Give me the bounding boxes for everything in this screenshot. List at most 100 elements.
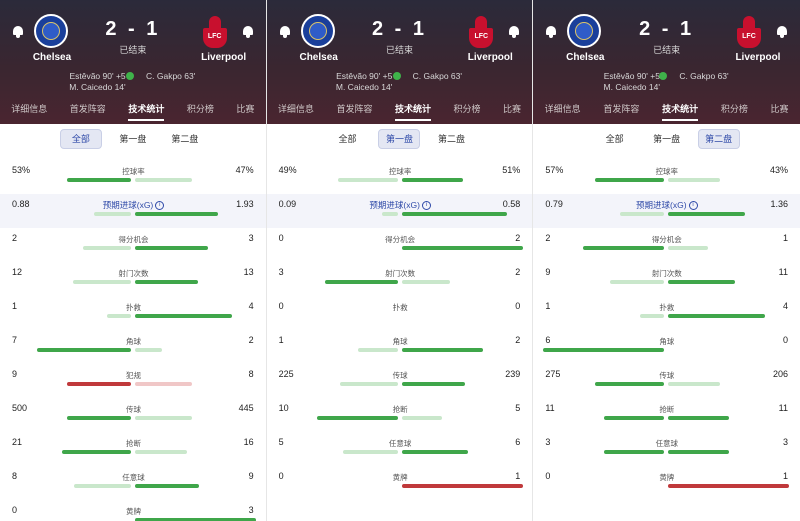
stat-row[interactable]: 12 射门次数 13 (0, 262, 266, 296)
info-icon[interactable]: i (421, 201, 431, 211)
tab-0[interactable]: 详细信息 (544, 104, 581, 114)
away-bar-track (668, 382, 789, 386)
stat-row[interactable]: 6 角球 0 (533, 330, 800, 364)
stat-row[interactable]: 0 黄牌 1 (267, 466, 533, 500)
stat-row[interactable]: 57% 控球率 43% (533, 160, 800, 194)
home-bar-track (10, 348, 131, 352)
filter-button[interactable]: 第一盘 (111, 129, 154, 149)
stat-row[interactable]: 3 射门次数 2 (267, 262, 533, 296)
filter-button[interactable]: 第二盘 (430, 129, 473, 149)
liverpool-crest-icon[interactable]: LFC (732, 14, 766, 50)
stat-label-text: 预期进球(xG) (636, 200, 687, 210)
chelsea-crest-icon[interactable] (34, 14, 68, 50)
stat-row[interactable]: 0 黄牌 1 (533, 466, 800, 500)
stat-label: 预期进球(xG) i (593, 199, 740, 211)
stat-row[interactable]: 49% 控球率 51% (267, 160, 533, 194)
stat-row[interactable]: 1 角球 2 (267, 330, 533, 364)
filter-button[interactable]: 第二盘 (163, 129, 206, 149)
tab-2[interactable]: 技术统计 (662, 99, 699, 121)
tab-2[interactable]: 技术统计 (394, 99, 431, 121)
tab-2[interactable]: 技术统计 (128, 99, 165, 121)
filter-button[interactable]: 第一盘 (378, 129, 421, 149)
stat-row[interactable]: 10 抢断 5 (267, 398, 533, 432)
filter-button[interactable]: 第一盘 (645, 129, 688, 149)
away-stat-bar (135, 416, 192, 420)
stat-row[interactable]: 0.79 预期进球(xG) i 1.36 (533, 194, 800, 228)
tab-1[interactable]: 首发阵容 (603, 104, 640, 114)
stat-row[interactable]: 9 犯规 8 (0, 364, 266, 398)
home-stat-bar (603, 450, 665, 454)
stat-row[interactable]: 225 传球 239 (267, 364, 533, 398)
tab-1[interactable]: 首发阵容 (69, 104, 106, 114)
stat-row[interactable]: 3 任意球 3 (533, 432, 800, 466)
stat-row[interactable]: 21 抢断 16 (0, 432, 266, 466)
goal-events: Estêvão 90' +5 M. Caicedo 14' C. Gakpo 63' (0, 71, 266, 93)
stat-home-value: 8 (12, 471, 18, 481)
away-bar-track (135, 348, 256, 352)
away-team-name[interactable]: Liverpool (201, 52, 247, 63)
stat-row[interactable]: 275 传球 206 (533, 364, 800, 398)
bell-icon[interactable] (242, 24, 254, 38)
home-bar-track (543, 450, 665, 454)
stat-row[interactable]: 0.88 预期进球(xG) i 1.93 (0, 194, 266, 228)
bell-icon[interactable] (12, 24, 24, 38)
tab-3[interactable]: 积分榜 (186, 104, 214, 114)
stat-label-text: 传球 (659, 371, 675, 380)
filter-button[interactable]: 全部 (326, 129, 369, 149)
stat-row[interactable]: 7 角球 2 (0, 330, 266, 364)
stat-row[interactable]: 2 得分机会 1 (533, 228, 800, 262)
bell-icon[interactable] (776, 24, 788, 38)
stat-row[interactable]: 0 得分机会 2 (267, 228, 533, 262)
tab-0[interactable]: 详细信息 (11, 104, 48, 114)
home-bar-track (543, 416, 665, 420)
filter-button[interactable]: 第二盘 (697, 129, 740, 149)
bell-icon[interactable] (545, 24, 557, 38)
chelsea-crest-icon[interactable] (300, 14, 335, 50)
bell-icon[interactable] (508, 24, 520, 38)
stat-row[interactable]: 1 扑救 4 (533, 296, 800, 330)
stat-row[interactable]: 1 扑救 4 (0, 296, 266, 330)
bell-body (279, 26, 290, 35)
stat-row[interactable]: 0 扑救 0 (267, 296, 533, 330)
bell-icon[interactable] (279, 24, 291, 38)
stat-home-value: 275 (545, 369, 561, 379)
away-bar-track (135, 246, 256, 250)
stat-row[interactable]: 0.09 预期进球(xG) i 0.58 (266, 194, 533, 228)
home-team-name[interactable]: Chelsea (299, 52, 338, 63)
goal-events: Estêvão 90' +5 M. Caicedo 14' C. Gakpo 63' (267, 71, 533, 93)
tab-3[interactable]: 积分榜 (453, 104, 481, 114)
stat-row[interactable]: 11 抢断 11 (533, 398, 800, 432)
away-team-name[interactable]: Liverpool (467, 52, 513, 63)
info-icon[interactable]: i (155, 201, 165, 211)
filter-button[interactable]: 全部 (593, 129, 636, 149)
stat-label: 传球 (593, 370, 740, 381)
home-team-name[interactable]: Chelsea (32, 52, 72, 63)
stat-row[interactable]: 0 黄牌 3 (0, 500, 266, 521)
tab-4[interactable]: 比赛 (503, 104, 522, 114)
stat-row[interactable]: 9 射门次数 11 (533, 262, 800, 296)
tab-4[interactable]: 比赛 (236, 104, 255, 114)
chelsea-crest-icon[interactable] (567, 14, 602, 50)
info-icon[interactable]: i (688, 201, 698, 211)
stat-label-text: 角球 (126, 337, 141, 346)
away-bar-track (401, 246, 523, 250)
stat-row[interactable]: 8 任意球 9 (0, 466, 266, 500)
filter-button[interactable]: 全部 (59, 129, 102, 149)
stat-row[interactable]: 500 传球 445 (0, 398, 266, 432)
stat-row[interactable]: 5 任意球 6 (267, 432, 533, 466)
stat-away-value: 3 (782, 437, 788, 447)
away-team-name[interactable]: Liverpool (735, 52, 781, 63)
stat-away-value: 11 (778, 403, 788, 413)
stat-label: 任意球 (327, 438, 474, 449)
home-team-name[interactable]: Chelsea (566, 52, 605, 63)
tab-0[interactable]: 详细信息 (277, 104, 314, 114)
tab-4[interactable]: 比赛 (770, 104, 789, 114)
liverpool-crest-text: LFC (207, 33, 222, 40)
liverpool-crest-icon[interactable]: LFC (464, 14, 498, 50)
tab-1[interactable]: 首发阵容 (336, 104, 373, 114)
stat-row[interactable]: 2 得分机会 3 (0, 228, 266, 262)
liverpool-crest-icon[interactable]: LFC (198, 14, 232, 50)
stat-row[interactable]: 53% 控球率 47% (0, 160, 266, 194)
liverpool-crest-text: LFC (742, 33, 756, 40)
tab-3[interactable]: 积分榜 (720, 104, 748, 114)
